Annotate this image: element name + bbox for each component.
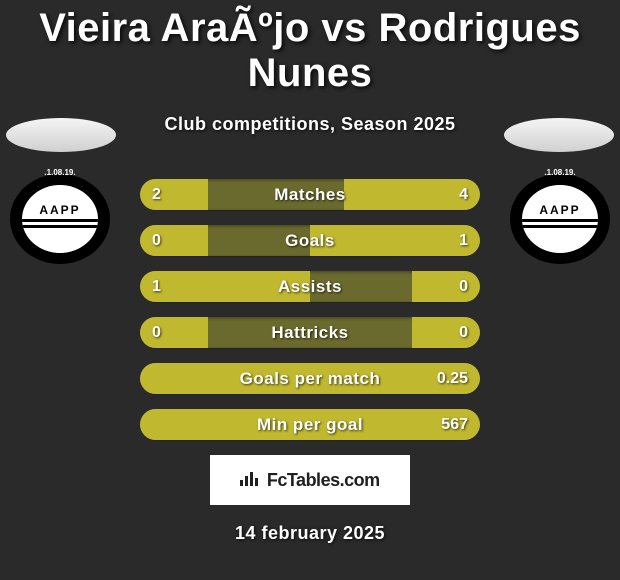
stat-row: Goals per match0.25 (140, 363, 480, 394)
page-title: Vieira AraÃºjo vs Rodrigues Nunes (0, 0, 620, 96)
stat-value-right: 0 (459, 317, 468, 348)
stat-label: Min per goal (140, 409, 480, 440)
right-flag-icon (504, 118, 614, 152)
stat-value-right: 4 (459, 179, 468, 210)
stat-label: Goals (140, 225, 480, 256)
stat-row: 0Goals1 (140, 225, 480, 256)
right-club-badge: .1.08.19. AAPP (510, 174, 610, 264)
stat-value-right: 0 (459, 271, 468, 302)
attribution-text: FcTables.com (267, 470, 380, 490)
left-player-column: .1.08.19. AAPP (0, 118, 120, 264)
stat-label: Assists (140, 271, 480, 302)
stat-row: 2Matches4 (140, 179, 480, 210)
left-badge-arc: .1.08.19. (10, 168, 110, 177)
left-badge-text: AAPP (22, 203, 98, 217)
stat-label: Goals per match (140, 363, 480, 394)
stat-label: Hattricks (140, 317, 480, 348)
stat-row: 1Assists0 (140, 271, 480, 302)
right-player-column: .1.08.19. AAPP (500, 118, 620, 264)
stat-label: Matches (140, 179, 480, 210)
stat-row: 0Hattricks0 (140, 317, 480, 348)
stat-value-right: 1 (459, 225, 468, 256)
left-club-badge: .1.08.19. AAPP (10, 174, 110, 264)
attribution-box: FcTables.com (210, 455, 410, 505)
right-badge-arc: .1.08.19. (510, 168, 610, 177)
chart-bars-icon (240, 470, 258, 491)
stat-value-right: 0.25 (437, 363, 468, 394)
left-flag-icon (6, 118, 116, 152)
right-badge-text: AAPP (522, 203, 598, 217)
stat-row: Min per goal567 (140, 409, 480, 440)
stats-chart: 2Matches40Goals11Assists00Hattricks0Goal… (140, 179, 480, 440)
date-text: 14 february 2025 (0, 523, 620, 544)
stat-value-right: 567 (441, 409, 468, 440)
